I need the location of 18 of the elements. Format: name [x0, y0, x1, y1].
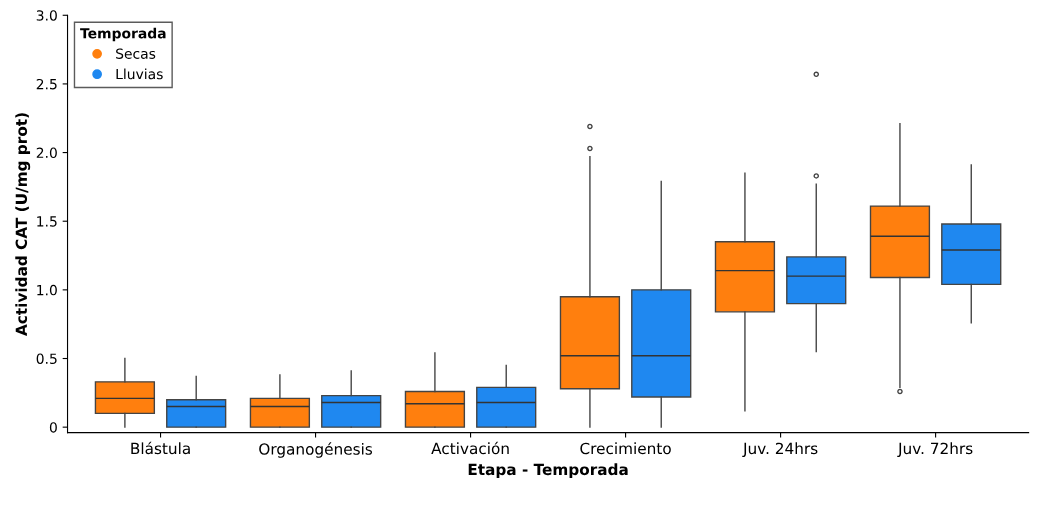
y-axis-title: Actividad CAT (U/mg prot): [15, 113, 31, 336]
x-tick-label: Blástula: [131, 441, 190, 455]
x-tick-label: Activación: [431, 441, 509, 455]
y-tick-label: 0: [49, 422, 57, 433]
legend-label: Secas: [116, 48, 156, 59]
x-axis-title: Etapa - Temporada: [468, 463, 628, 479]
legend-title: Temporada: [80, 27, 166, 42]
y-tick-label: 3.0: [36, 10, 57, 21]
y-tick-label: 1.0: [37, 284, 57, 296]
x-tick-label: Organogénesis: [259, 442, 373, 458]
x-tick-label: Juv. 72hrs: [897, 442, 973, 458]
y-tick-label: 2.0: [36, 147, 57, 159]
legend-label: Lluvias: [116, 68, 163, 80]
y-tick-label: 1.5: [37, 216, 57, 227]
y-tick-label: 0.5: [36, 353, 57, 364]
x-tick-label: Juv. 24hrs: [742, 442, 818, 458]
x-tick-label: Crecimiento: [580, 442, 671, 455]
y-tick-label: 2.5: [36, 78, 57, 90]
